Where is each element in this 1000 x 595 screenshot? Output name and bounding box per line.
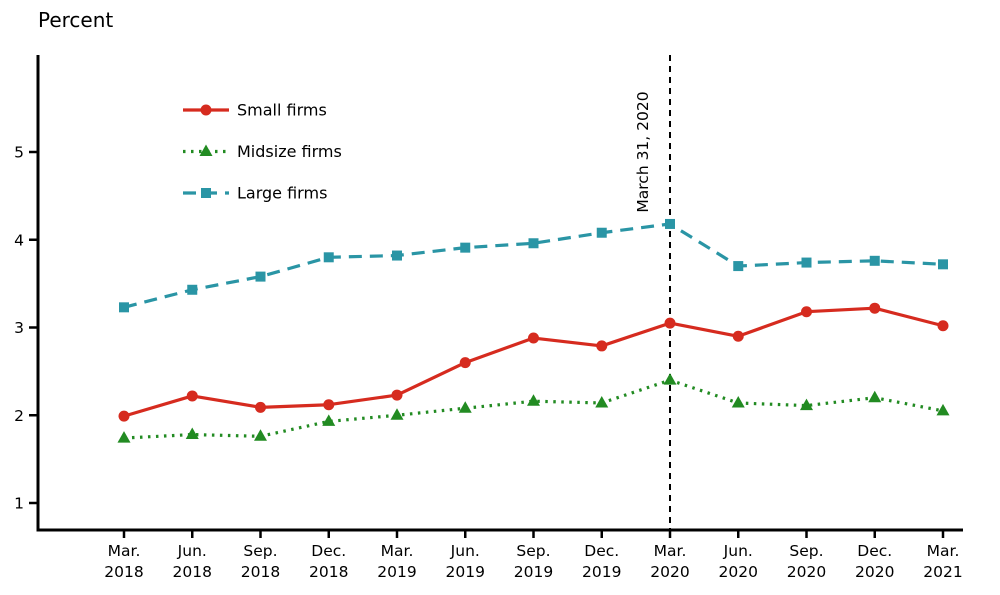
x-tick-label-year: 2018: [104, 563, 143, 581]
x-tick-label-month: Mar.: [654, 542, 687, 560]
legend-item-large-firms: Large firms: [183, 184, 327, 203]
y-tick-label: 3: [14, 319, 24, 337]
triangle-marker: [663, 373, 677, 385]
annotation-label: March 31, 2020: [634, 91, 652, 212]
x-tick-label-year: 2019: [446, 563, 485, 581]
triangle-marker: [800, 398, 813, 411]
triangle-marker: [868, 390, 882, 403]
y-tick-label: 1: [14, 495, 24, 513]
x-tick-label-year: 2020: [787, 563, 826, 581]
triangle-marker: [731, 395, 745, 408]
series-path-large-firms: [123, 222, 944, 309]
x-tick-label-year: 2021: [923, 563, 962, 581]
x-tick-label-month: Jun.: [177, 542, 207, 560]
legend-label: Small firms: [237, 101, 327, 120]
circle-marker: [255, 401, 266, 413]
x-tick-label-month: Sep.: [516, 542, 550, 560]
x-tick-label-month: Sep.: [243, 542, 277, 560]
x-tick-label-month: Mar.: [927, 542, 960, 560]
triangle-marker: [254, 429, 267, 441]
chart-title: Percent: [38, 8, 114, 32]
x-tick-label-month: Mar.: [381, 542, 414, 560]
square-marker: [201, 188, 211, 198]
circle-marker: [528, 332, 539, 344]
square-marker: [187, 284, 198, 295]
square-marker: [938, 259, 948, 270]
triangle-marker: [322, 414, 336, 426]
legend-item-midsize-firms: Midsize firms: [183, 142, 342, 161]
circle-marker: [664, 317, 676, 329]
triangle-marker: [117, 431, 131, 443]
triangle-marker: [595, 395, 609, 408]
x-tick-label-month: Dec.: [311, 542, 346, 560]
x-tick-label-month: Dec.: [584, 542, 619, 560]
x-tick-label-year: 2019: [582, 563, 621, 581]
legend: Small firms Midsize firms Large firms: [183, 101, 342, 203]
triangle-marker: [185, 427, 199, 440]
triangle-marker: [199, 144, 213, 156]
x-tick-label-month: Mar.: [108, 542, 141, 560]
square-marker: [460, 242, 471, 253]
x-tick-label-month: Sep.: [789, 542, 823, 560]
circle-marker: [937, 320, 949, 332]
x-tick-label-month: Jun.: [723, 542, 753, 560]
y-tick-label: 5: [14, 144, 24, 162]
y-tick-label: 4: [14, 231, 24, 249]
x-tick-label-year: 2020: [719, 563, 758, 581]
square-marker: [528, 238, 539, 249]
series-path-midsize-firms: [123, 378, 944, 440]
triangle-marker: [458, 401, 472, 413]
circle-marker: [801, 306, 812, 318]
square-marker: [255, 271, 266, 282]
x-tick-label-year: 2020: [650, 563, 689, 581]
square-marker: [665, 218, 675, 229]
square-marker: [596, 227, 607, 238]
square-marker: [392, 250, 402, 261]
circle-marker: [186, 390, 198, 402]
x-tick-label-month: Jun.: [450, 542, 480, 560]
circle-marker: [323, 399, 335, 411]
circle-marker: [459, 357, 471, 369]
square-marker: [323, 252, 334, 263]
square-marker: [119, 302, 129, 313]
x-tick-label-year: 2019: [514, 563, 553, 581]
y-tick-label: 2: [14, 407, 24, 425]
legend-label: Midsize firms: [237, 142, 342, 161]
circle-marker: [118, 410, 130, 422]
x-tick-label-year: 2020: [855, 563, 894, 581]
circle-marker: [391, 389, 403, 401]
x-tick-label-year: 2019: [377, 563, 416, 581]
triangle-marker: [390, 408, 404, 420]
x-tick-label-month: Dec.: [857, 542, 892, 560]
x-tick-label-year: 2018: [173, 563, 212, 581]
x-tick-label-year: 2018: [309, 563, 348, 581]
series-large-firms: [119, 218, 948, 313]
legend-item-small-firms: Small firms: [183, 101, 327, 120]
series-midsize-firms: [117, 373, 950, 443]
circle-marker: [596, 340, 608, 352]
axes: 1 2 3 4 5 Mar. 2018 Jun. 2018 Sep. 2018 Dec. 2018 Mar…: [14, 55, 963, 581]
circle-marker: [869, 302, 881, 314]
square-marker: [733, 261, 744, 272]
x-tick-label-year: 2018: [241, 563, 280, 581]
series-small-firms: [118, 302, 949, 422]
square-marker: [869, 255, 880, 266]
triangle-marker: [527, 394, 540, 406]
square-marker: [801, 257, 812, 268]
legend-label: Large firms: [237, 184, 327, 203]
circle-marker: [732, 330, 744, 342]
circle-marker: [200, 104, 212, 116]
triangle-marker: [936, 403, 950, 416]
